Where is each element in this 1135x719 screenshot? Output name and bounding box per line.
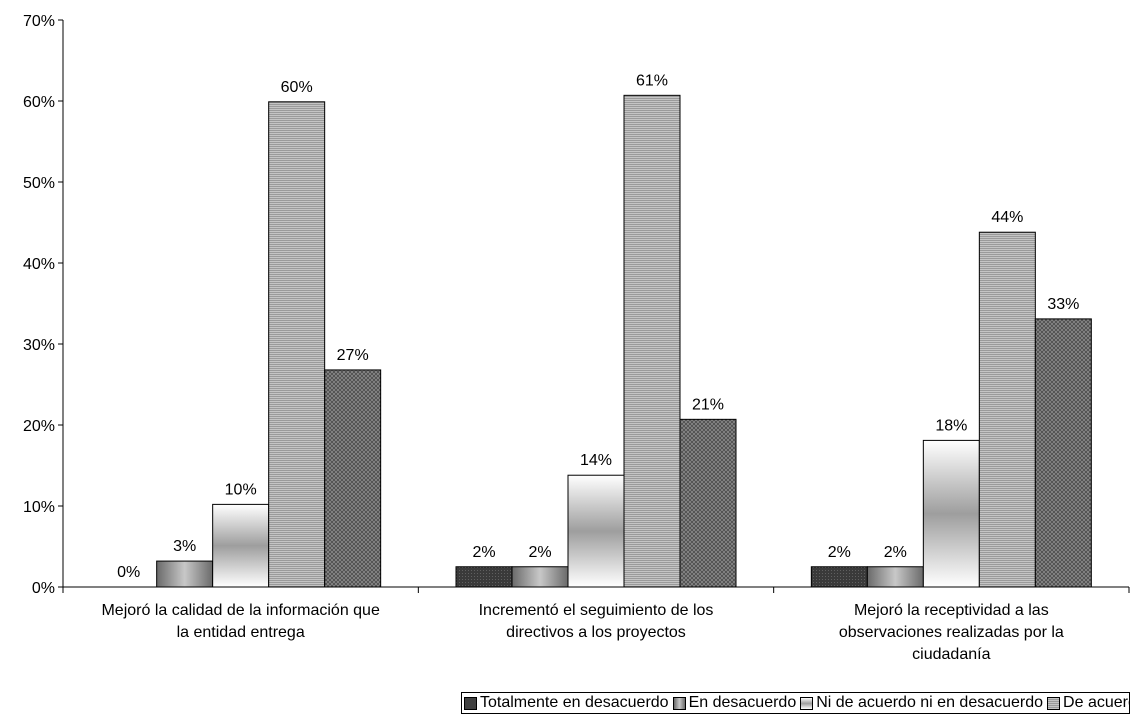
data-label: 10% bbox=[225, 481, 257, 498]
category-label: directivos a los proyectos bbox=[506, 624, 686, 641]
data-label: 2% bbox=[884, 544, 907, 561]
legend-swatch bbox=[1047, 696, 1061, 710]
y-tick-label: 50% bbox=[23, 175, 55, 192]
y-tick-label: 10% bbox=[23, 499, 55, 516]
bar bbox=[212, 503, 270, 588]
legend-item: Ni de acuerdo ni en desacuerdo bbox=[800, 694, 1043, 712]
data-label: 18% bbox=[935, 417, 967, 434]
category-label: Mejoró la receptividad a las bbox=[854, 602, 1049, 619]
data-label: 14% bbox=[580, 452, 612, 469]
bar bbox=[922, 439, 980, 588]
data-label: 33% bbox=[1047, 296, 1079, 313]
bar bbox=[679, 418, 737, 588]
y-tick-label: 60% bbox=[23, 94, 55, 111]
category-label: Incrementó el seguimiento de los bbox=[479, 602, 714, 619]
data-label: 2% bbox=[828, 544, 851, 561]
data-label: 61% bbox=[636, 72, 668, 89]
y-tick-label: 30% bbox=[23, 337, 55, 354]
legend-label: Totalmente en desacuerdo bbox=[480, 694, 669, 711]
y-tick-label: 40% bbox=[23, 256, 55, 273]
bar bbox=[156, 560, 214, 588]
category-label: ciudadanía bbox=[912, 646, 990, 663]
data-label: 2% bbox=[472, 544, 495, 561]
legend-label: En desacuerdo bbox=[688, 694, 797, 711]
bar bbox=[567, 474, 625, 588]
category-label: observaciones realizadas por la bbox=[839, 624, 1064, 641]
bar bbox=[324, 369, 382, 588]
legend-swatch bbox=[800, 696, 814, 710]
bar bbox=[268, 101, 326, 588]
legend-swatch bbox=[464, 696, 477, 710]
bar bbox=[978, 231, 1036, 588]
bar bbox=[623, 94, 681, 588]
bar bbox=[511, 566, 569, 588]
bar bbox=[866, 566, 924, 588]
data-label: 3% bbox=[173, 538, 196, 555]
data-label: 44% bbox=[991, 209, 1023, 226]
data-label: 27% bbox=[337, 347, 369, 364]
legend-item: Totalmente en desacuerdo bbox=[464, 694, 669, 712]
bar bbox=[810, 566, 868, 588]
bar bbox=[455, 566, 513, 588]
data-label: 2% bbox=[528, 544, 551, 561]
y-tick-label: 0% bbox=[32, 580, 55, 597]
category-label: Mejoró la calidad de la información que bbox=[101, 602, 379, 619]
data-label: 0% bbox=[117, 564, 140, 581]
y-tick-label: 20% bbox=[23, 418, 55, 435]
bar bbox=[1034, 318, 1092, 588]
y-tick-label: 70% bbox=[23, 13, 55, 30]
data-label: 21% bbox=[692, 396, 724, 413]
data-label: 60% bbox=[281, 79, 313, 96]
legend-label: Ni de acuerdo ni en desacuerdo bbox=[816, 694, 1044, 711]
legend-item: En desacuerdo bbox=[672, 694, 797, 712]
legend-item: De acuerdo bbox=[1047, 694, 1129, 712]
legend: Totalmente en desacuerdo En desacuerdo Ni … bbox=[461, 692, 1130, 714]
legend-swatch bbox=[672, 696, 686, 710]
legend-label: De acuerdo bbox=[1063, 694, 1129, 711]
category-label: la entidad entrega bbox=[177, 624, 305, 641]
